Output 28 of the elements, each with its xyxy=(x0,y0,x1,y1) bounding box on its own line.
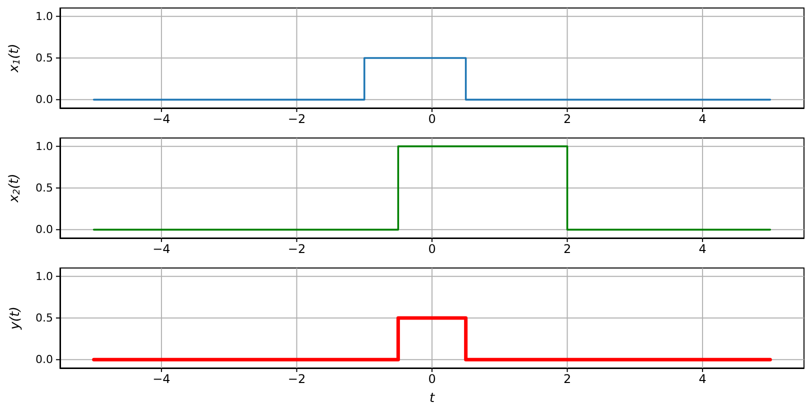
y-tick-label: 0.0 xyxy=(36,93,53,106)
x-tick-label: 2 xyxy=(563,372,572,386)
x-tick-label: −2 xyxy=(288,242,306,256)
y-tick-label: 0.5 xyxy=(36,52,53,64)
x-tick-label: −4 xyxy=(152,112,170,126)
y-axis-title: y(t) xyxy=(8,306,23,330)
x-tick-label: 4 xyxy=(698,112,706,126)
x-tick-label: 0 xyxy=(428,372,436,386)
x-tick-label: 2 xyxy=(563,112,572,126)
x-tick-label: 0 xyxy=(428,242,436,256)
x-tick-label: 0 xyxy=(428,112,436,126)
x-tick-label: −4 xyxy=(152,372,170,386)
y-tick-label: 0.0 xyxy=(36,223,53,236)
y-axis-title: x2(t) xyxy=(7,174,22,204)
x-tick-label: −2 xyxy=(288,112,306,126)
y-tick-label: 0.5 xyxy=(36,312,53,324)
y-tick-label: 0.5 xyxy=(36,182,53,194)
y-tick-label: 0.0 xyxy=(36,353,53,366)
y-tick-label: 1.0 xyxy=(36,270,53,283)
x-tick-label: 4 xyxy=(698,372,706,386)
y-axis-title: x1(t) xyxy=(7,44,22,74)
x-tick-label: −2 xyxy=(288,372,306,386)
x-axis-title: t xyxy=(429,391,436,406)
y-tick-label: 1.0 xyxy=(36,10,53,23)
x-tick-label: 4 xyxy=(698,242,706,256)
x-tick-label: −4 xyxy=(152,242,170,256)
x-tick-label: 2 xyxy=(563,242,572,256)
y-tick-label: 1.0 xyxy=(36,140,53,153)
